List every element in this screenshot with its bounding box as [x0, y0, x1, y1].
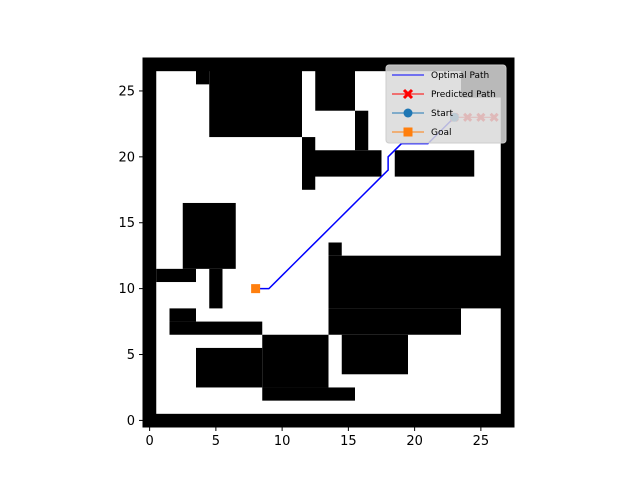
obstacle-block	[209, 268, 223, 309]
legend-box	[385, 64, 507, 144]
x-tick-label: 15	[340, 434, 357, 449]
x-tick-label: 10	[274, 434, 291, 449]
x-tick-label: 0	[145, 434, 153, 449]
obstacle-block	[196, 347, 263, 388]
obstacle-block	[169, 321, 263, 335]
obstacle-block	[156, 268, 196, 283]
obstacle-block	[355, 110, 369, 151]
obstacle-block	[143, 58, 157, 427]
legend-label-predicted-path: Predicted Path	[431, 90, 496, 100]
obstacle-block	[328, 242, 342, 256]
goal-marker	[251, 284, 261, 294]
obstacle-block	[302, 150, 382, 177]
obstacle-block	[328, 308, 461, 335]
legend-entry-goal: Goal	[392, 127, 452, 138]
obstacle-block	[328, 255, 514, 309]
y-tick-label: 10	[118, 282, 135, 297]
obstacle-block	[262, 334, 329, 388]
legend-label-start: Start	[431, 109, 453, 119]
obstacle-block	[209, 58, 302, 138]
legend-marker-goal	[403, 127, 413, 137]
obstacle-block	[143, 413, 514, 427]
obstacle-block	[196, 58, 210, 85]
y-tick-label: 20	[118, 150, 135, 165]
obstacle-block	[394, 150, 475, 177]
x-axis: 0 5 10 15 20 25	[145, 427, 489, 449]
legend-label-goal: Goal	[431, 128, 452, 138]
legend-entry-optimal-path: Optimal Path	[392, 71, 489, 81]
legend: Optimal Path Predicted Path Start Goal	[385, 64, 507, 144]
x-tick-label: 25	[473, 434, 490, 449]
y-tick-label: 0	[127, 414, 135, 429]
y-axis: 0 5 10 15 20 25	[118, 84, 143, 429]
y-tick-label: 25	[118, 84, 135, 99]
legend-entry-predicted-path: Predicted Path	[392, 88, 496, 100]
obstacle-block	[500, 58, 514, 427]
obstacle-block	[182, 202, 236, 269]
obstacle-block	[262, 387, 355, 401]
legend-entry-start: Start	[392, 108, 453, 119]
legend-marker-start	[403, 108, 413, 118]
legend-marker-predicted-path	[402, 88, 414, 100]
y-tick-label: 15	[118, 216, 135, 231]
obstacle-block	[341, 334, 408, 375]
legend-label-optimal-path: Optimal Path	[431, 71, 489, 81]
y-tick-label: 5	[127, 348, 135, 363]
x-tick-label: 20	[406, 434, 423, 449]
obstacle-block	[169, 308, 196, 322]
axes-frame	[142, 57, 515, 428]
obstacle-block	[315, 58, 355, 111]
x-tick-label: 5	[212, 434, 220, 449]
optimal-path-line	[255, 116, 455, 290]
